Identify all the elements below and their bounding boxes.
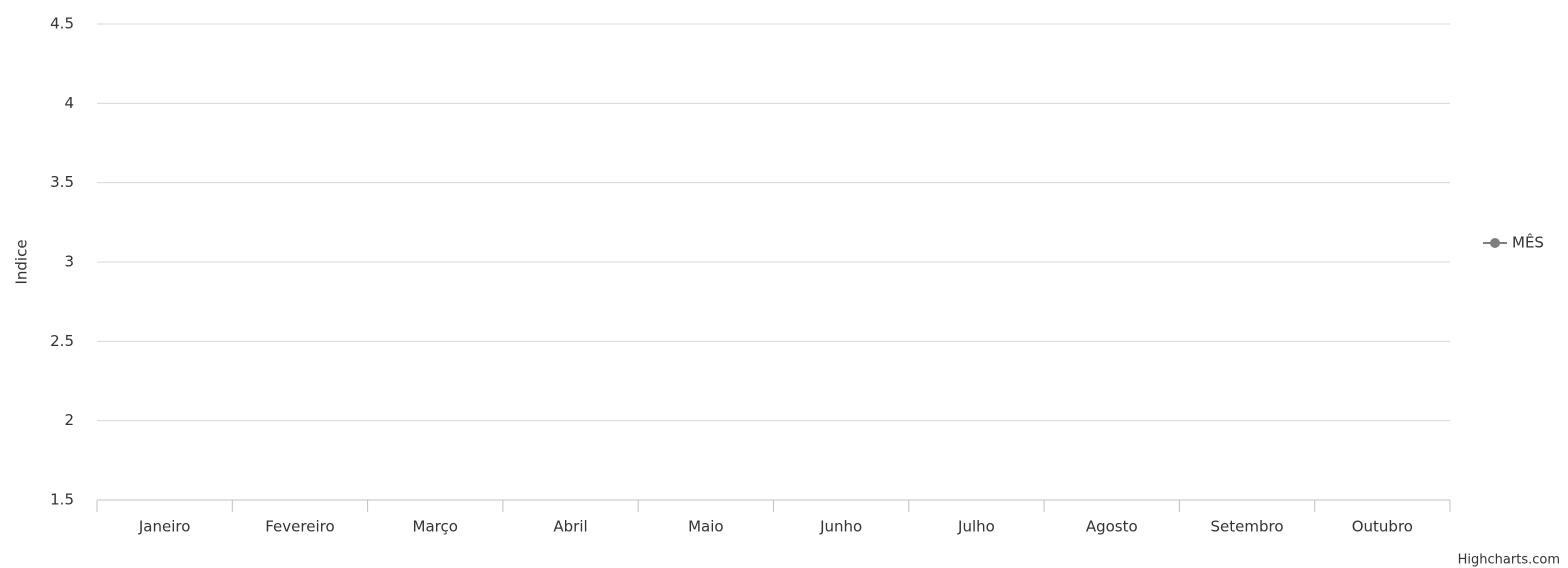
- y-tick-label: 2.5: [50, 332, 74, 350]
- x-tick-label: Outubro: [1352, 518, 1413, 536]
- x-tick-label: Maio: [688, 518, 723, 536]
- y-tick-label: 3.5: [50, 173, 74, 191]
- legend-label[interactable]: MÊS: [1512, 233, 1544, 252]
- x-tick-label: Setembro: [1211, 518, 1284, 536]
- y-tick-label: 4.5: [50, 15, 74, 33]
- x-tick-label: Janeiro: [138, 518, 191, 536]
- x-tick-label: Agosto: [1086, 518, 1138, 536]
- credits[interactable]: Highcharts.com: [1458, 553, 1560, 568]
- y-tick-label: 1.5: [50, 491, 74, 509]
- y-tick-label: 4: [64, 94, 74, 112]
- x-tick-label: Abril: [553, 518, 587, 536]
- y-tick-label: 3: [64, 253, 74, 271]
- legend-symbol: [1490, 238, 1500, 248]
- x-tick-label: Julho: [957, 518, 995, 536]
- x-tick-label: Fevereiro: [265, 518, 334, 536]
- x-tick-label: Junho: [819, 518, 862, 536]
- y-axis-label: Indice: [13, 239, 31, 284]
- y-tick-label: 2: [64, 411, 74, 429]
- x-tick-label: Março: [413, 518, 458, 536]
